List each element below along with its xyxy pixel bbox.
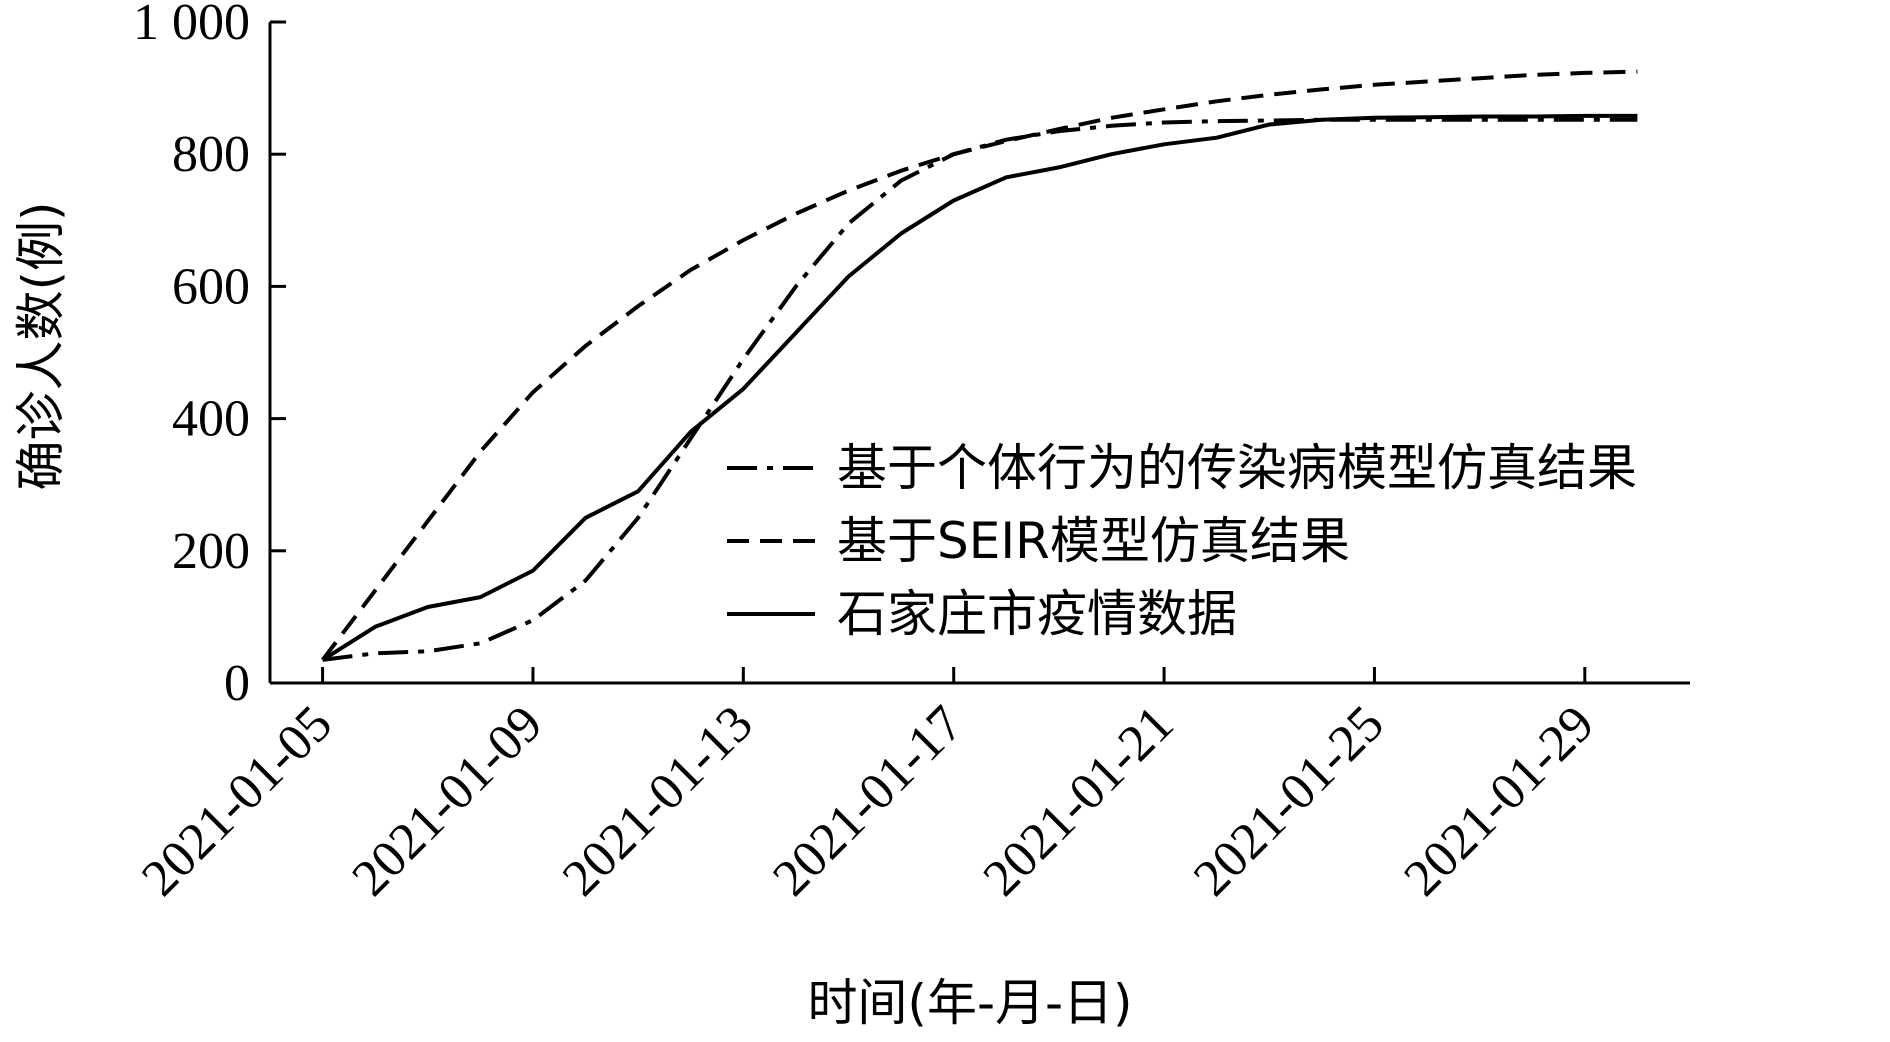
x-tick-label: 2021-01-05 <box>131 695 343 907</box>
x-axis-title: 时间(年-月-日) <box>807 974 1132 1032</box>
x-tick-label: 2021-01-25 <box>1183 695 1395 907</box>
series-line-3 <box>321 113 1638 662</box>
x-tick-label: 2021-01-21 <box>973 695 1185 907</box>
series-line-1 <box>322 117 1638 662</box>
x-tick-label: 2021-01-13 <box>552 695 764 907</box>
y-tick-label: 200 <box>172 523 250 580</box>
legend-label: 石家庄市疫情数据 <box>837 585 1237 643</box>
series-layer <box>321 69 1638 662</box>
y-tick-label: 800 <box>172 126 250 183</box>
y-tick-label: 400 <box>172 391 250 448</box>
legend-label: 基于SEIR模型仿真结果 <box>837 512 1350 570</box>
x-axis: 2021-01-052021-01-092021-01-132021-01-17… <box>131 667 1690 907</box>
x-tick-label: 2021-01-09 <box>342 695 554 907</box>
x-tick-label: 2021-01-29 <box>1393 695 1605 907</box>
series-line-2 <box>321 69 1638 662</box>
y-axis-title: 确诊人数(例) <box>12 201 70 490</box>
y-axis: 0 200 400 600 800 1 000 <box>133 0 286 712</box>
y-tick-label: 600 <box>172 258 250 315</box>
y-tick-label: 0 <box>224 655 250 712</box>
y-tick-label: 1 000 <box>133 0 250 51</box>
x-tick-label: 2021-01-17 <box>762 695 974 907</box>
legend-label: 基于个体行为的传染病模型仿真结果 <box>837 439 1637 497</box>
